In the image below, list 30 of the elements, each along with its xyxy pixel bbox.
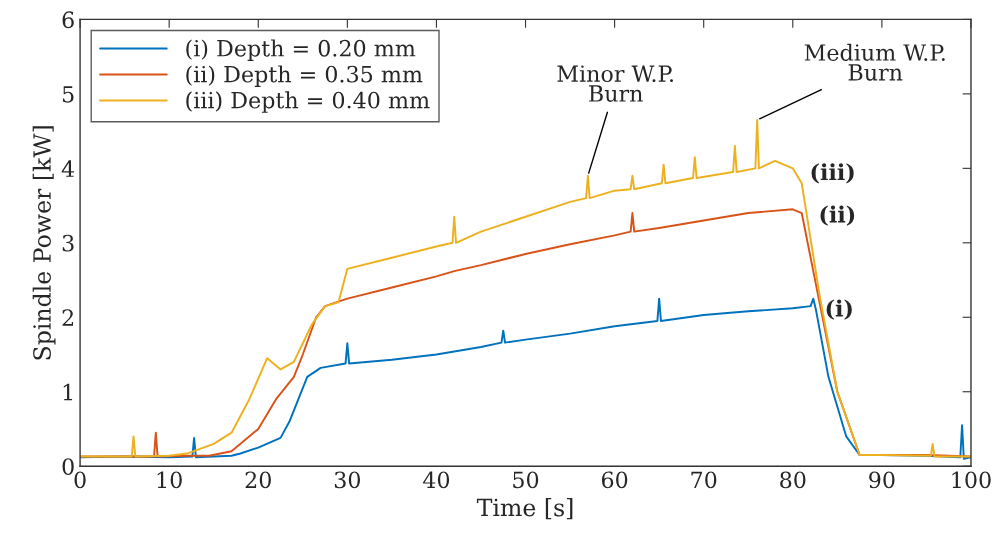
y-tick-label: 5: [62, 86, 74, 103]
y-tick-label: 4: [61, 160, 75, 177]
line-series: [80, 297, 971, 460]
annotation: Medium W.P. Burn: [804, 43, 945, 81]
x-axis-title: Time [s]: [476, 498, 573, 520]
x-tick-label: 30: [334, 471, 361, 489]
x-tick-label: 50: [513, 471, 539, 489]
y-tick-label: 1: [63, 383, 73, 401]
x-tick-label: 10: [157, 471, 182, 489]
annotation: (ii): [820, 205, 855, 226]
legend-label: (iii) Depth = 0.40 mm: [186, 91, 430, 113]
y-tick-label: 2: [62, 309, 74, 326]
x-tick-label: 20: [245, 471, 271, 489]
x-tick-label: 60: [601, 471, 628, 489]
annotation: Minor W.P. Burn: [557, 65, 673, 102]
x-tick-label: 0: [74, 471, 86, 489]
y-tick-label: 6: [62, 11, 74, 29]
line-series: [80, 118, 971, 458]
x-tick-label: 80: [780, 471, 806, 489]
y-axis-title: Spindle Power [kW]: [32, 126, 56, 360]
x-tick-label: 90: [869, 471, 895, 489]
annotation: (i): [826, 299, 852, 320]
y-tick-label: 3: [62, 234, 74, 252]
x-tick-label: 70: [691, 471, 717, 489]
legend-label: (ii) Depth = 0.35 mm: [186, 65, 423, 87]
annotation: (iii): [811, 163, 854, 184]
legend-label: (i) Depth = 0.20 mm: [186, 39, 416, 61]
y-tick-label: 0: [62, 458, 74, 475]
x-tick-label: 40: [422, 471, 450, 489]
x-tick-label: 100: [952, 471, 991, 489]
